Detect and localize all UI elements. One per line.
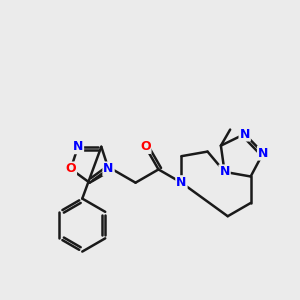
Text: N: N xyxy=(176,176,187,189)
Text: N: N xyxy=(73,140,83,153)
Text: N: N xyxy=(258,147,268,160)
Text: N: N xyxy=(239,128,250,140)
Text: O: O xyxy=(65,163,76,176)
Text: N: N xyxy=(219,165,230,178)
Text: N: N xyxy=(103,163,114,176)
Text: O: O xyxy=(140,140,151,153)
